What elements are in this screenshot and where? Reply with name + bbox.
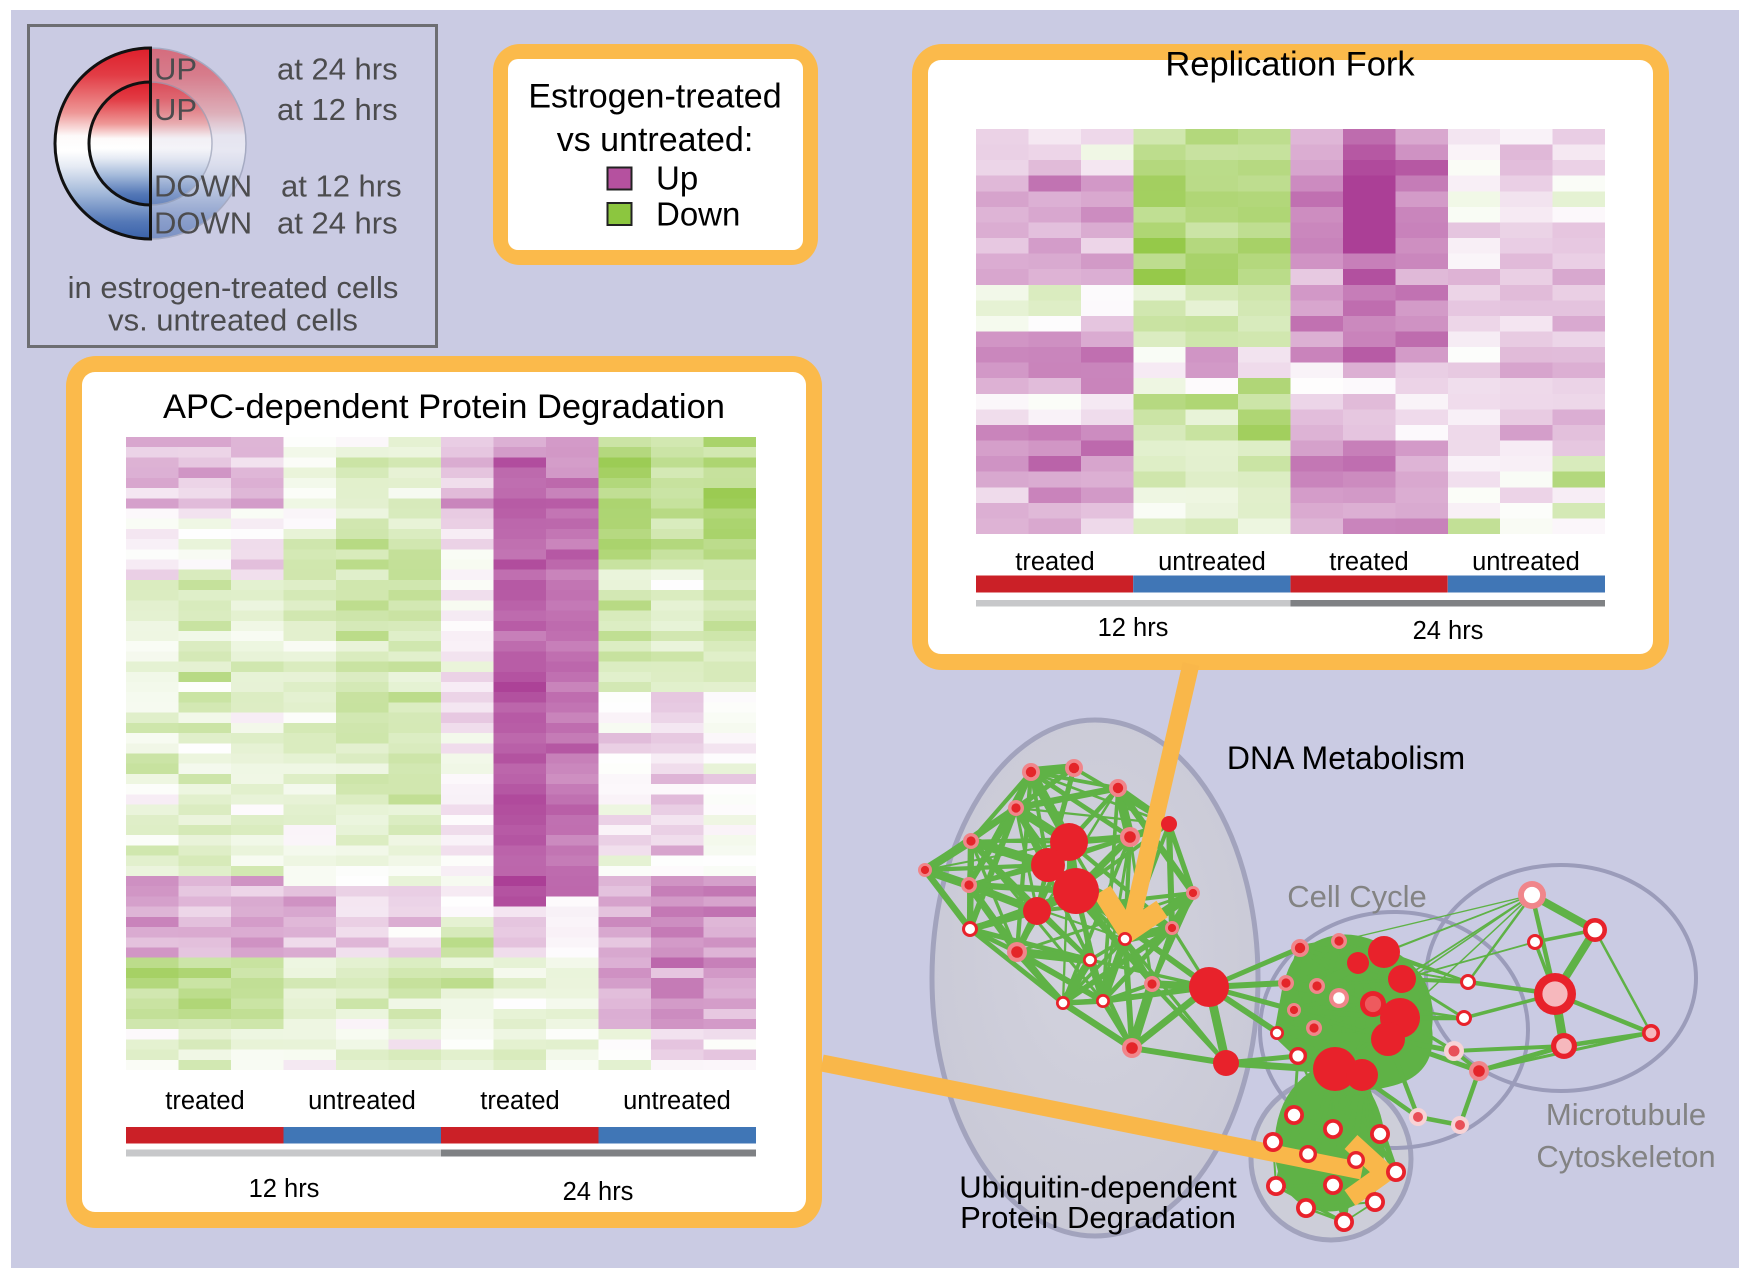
svg-text:DNA Metabolism: DNA Metabolism [1227, 740, 1465, 776]
svg-text:24 hrs: 24 hrs [1413, 617, 1484, 645]
svg-text:treated: treated [1329, 548, 1408, 576]
svg-text:at 24 hrs: at 24 hrs [277, 206, 398, 241]
svg-text:treated: treated [480, 1087, 559, 1115]
svg-text:Cell Cycle: Cell Cycle [1287, 879, 1427, 914]
svg-text:untreated: untreated [1472, 548, 1580, 576]
svg-text:Ubiquitin-dependent: Ubiquitin-dependent [959, 1170, 1237, 1205]
svg-text:Cytoskeleton: Cytoskeleton [1536, 1139, 1715, 1174]
svg-text:Up: Up [656, 160, 698, 197]
svg-text:treated: treated [1015, 548, 1094, 576]
svg-text:DOWN: DOWN [154, 206, 252, 241]
svg-text:Estrogen-treated: Estrogen-treated [528, 78, 781, 116]
svg-text:at 24 hrs: at 24 hrs [277, 52, 398, 87]
svg-text:vs untreated:: vs untreated: [557, 121, 754, 159]
svg-text:untreated: untreated [623, 1087, 731, 1115]
svg-text:12 hrs: 12 hrs [249, 1175, 320, 1203]
svg-text:treated: treated [165, 1087, 244, 1115]
svg-text:Replication Fork: Replication Fork [1165, 46, 1415, 84]
svg-text:at 12 hrs: at 12 hrs [281, 169, 402, 204]
svg-text:UP: UP [154, 92, 197, 127]
svg-text:untreated: untreated [1158, 548, 1266, 576]
svg-text:Protein Degradation: Protein Degradation [960, 1200, 1236, 1235]
svg-text:APC-dependent Protein Degradat: APC-dependent Protein Degradation [163, 388, 725, 426]
svg-text:untreated: untreated [308, 1087, 416, 1115]
svg-text:at 12 hrs: at 12 hrs [277, 92, 398, 127]
svg-text:24 hrs: 24 hrs [563, 1178, 634, 1206]
svg-text:DOWN: DOWN [154, 169, 252, 204]
svg-text:12 hrs: 12 hrs [1098, 614, 1169, 642]
svg-text:Microtubule: Microtubule [1546, 1097, 1706, 1132]
svg-text:in estrogen-treated cells: in estrogen-treated cells [68, 270, 399, 305]
svg-text:vs. untreated cells: vs. untreated cells [108, 303, 358, 338]
svg-text:Down: Down [656, 196, 740, 233]
svg-text:UP: UP [154, 52, 197, 87]
